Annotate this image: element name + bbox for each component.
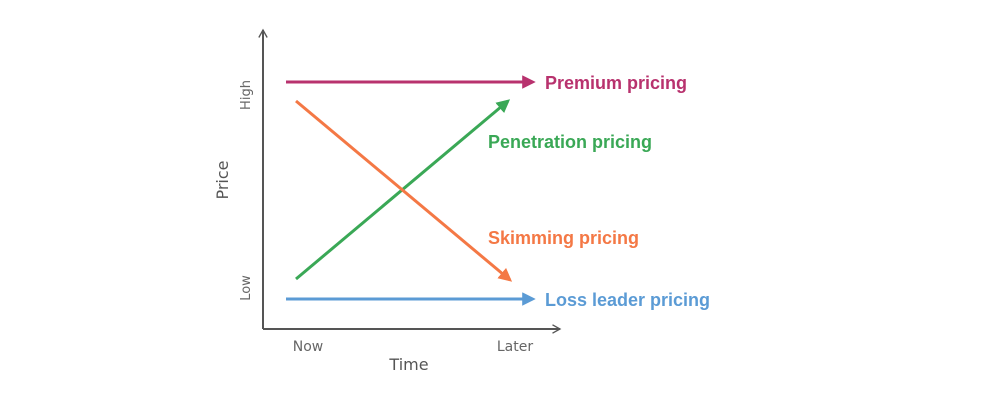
skimming-pricing-label: Skimming pricing <box>488 228 639 248</box>
x-axis-title: Time <box>388 355 428 374</box>
skimming-pricing-arrow <box>295 99 513 282</box>
premium-pricing-label: Premium pricing <box>545 73 687 93</box>
y-tick-low: Low <box>239 275 254 301</box>
loss-leader-pricing-label: Loss leader pricing <box>545 290 710 310</box>
x-tick-later: Later <box>497 339 533 355</box>
x-tick-now: Now <box>293 339 324 355</box>
y-tick-high: High <box>239 80 254 110</box>
y-axis-title: Price <box>213 160 232 199</box>
penetration-pricing-label: Penetration pricing <box>488 132 652 152</box>
